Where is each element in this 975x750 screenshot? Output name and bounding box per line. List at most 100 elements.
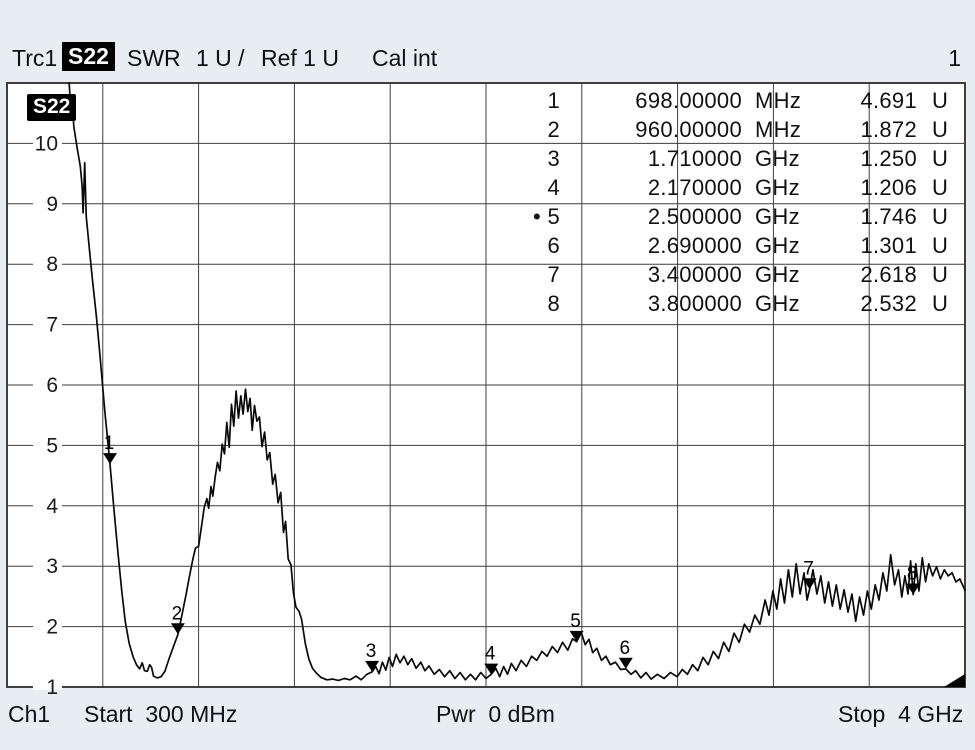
marker-row-value: 1.206 — [860, 175, 917, 200]
sweep-end-indicator-icon — [944, 674, 965, 687]
trace-plot-badge[interactable]: S22 — [27, 94, 77, 121]
marker-row-number: 3 — [547, 146, 560, 171]
marker-table-row: 4 2.170000 GHz 1.206 U — [460, 173, 963, 202]
y-axis-label-backing — [33, 133, 62, 154]
trace-reference-label[interactable]: Ref 1 U — [261, 45, 339, 71]
marker-3-label: 3 — [366, 641, 377, 662]
y-axis-label: 6 — [46, 374, 58, 397]
marker-row-frequency-unit: GHz — [755, 291, 800, 316]
marker-row-frequency: 3.800000 — [647, 291, 742, 316]
marker-row-frequency: 2.170000 — [647, 175, 742, 200]
y-axis-label-backing — [33, 375, 62, 395]
marker-table-row: 6 2.690000 GHz 1.301 U — [460, 231, 963, 260]
marker-table-row: 2 960.00000 MHz 1.872 U — [460, 115, 963, 144]
marker-row-value: 1.746 — [860, 204, 917, 229]
marker-row-value: 2.618 — [860, 262, 917, 287]
marker-row-frequency: 2.690000 — [647, 233, 742, 258]
y-axis-label: 4 — [46, 495, 58, 518]
marker-row-value: 4.691 — [860, 88, 917, 113]
marker-2-triangle-icon[interactable] — [170, 623, 185, 635]
marker-table-row: 8 3.800000 GHz 2.532 U — [460, 289, 963, 318]
y-axis-label: 9 — [46, 193, 58, 216]
marker-row-frequency: 1.710000 — [647, 146, 742, 171]
y-axis-label-backing — [33, 616, 62, 637]
marker-1-label: 1 — [104, 433, 115, 454]
marker-row-frequency: 698.00000 — [635, 88, 742, 113]
marker-row-frequency: 960.00000 — [635, 117, 742, 142]
marker-table-row: 7 3.400000 GHz 2.618 U — [460, 260, 963, 289]
y-axis-label: 8 — [46, 253, 58, 276]
marker-table: 1 698.00000 MHz 4.691 U 2 960.00000 MHz 1.872 U 3 1… — [460, 86, 963, 318]
marker-4-label: 4 — [485, 644, 496, 665]
trace-scale-label[interactable]: 1 U / — [196, 45, 245, 71]
marker-row-frequency: 3.400000 — [647, 262, 742, 287]
y-axis-label-backing — [33, 435, 62, 456]
measured-parameter-badge[interactable]: S22 — [62, 42, 115, 71]
marker-row-frequency: 2.500000 — [647, 204, 742, 229]
marker-6-label: 6 — [620, 638, 631, 659]
marker-row-value-unit: U — [932, 204, 949, 229]
marker-row-frequency-unit: MHz — [755, 117, 802, 142]
marker-row-frequency-unit: GHz — [755, 175, 800, 200]
marker-row-number: 1 — [547, 88, 560, 113]
stop-frequency-label[interactable]: Stop 4 GHz — [838, 701, 964, 727]
start-frequency-label[interactable]: Start 300 MHz — [84, 701, 238, 727]
marker-row-number: 7 — [547, 262, 560, 287]
marker-row-frequency-unit: GHz — [755, 204, 800, 229]
marker-4-triangle-icon[interactable] — [484, 663, 499, 675]
marker-2-label: 2 — [172, 603, 183, 624]
y-axis-label-backing — [33, 193, 62, 214]
marker-row-value: 1.250 — [860, 146, 917, 171]
marker-row-value-unit: U — [932, 175, 949, 200]
marker-row-frequency-unit: GHz — [755, 146, 800, 171]
marker-row-value: 1.872 — [860, 117, 917, 142]
marker-1-triangle-icon[interactable] — [103, 453, 117, 465]
y-axis-label-backing — [33, 556, 62, 577]
y-axis-label: 2 — [46, 616, 58, 639]
marker-row-value: 2.532 — [860, 291, 917, 316]
y-axis-label: 7 — [46, 314, 58, 337]
marker-5-label: 5 — [570, 611, 581, 632]
y-axis-label: 5 — [46, 434, 58, 457]
marker-6-triangle-icon[interactable] — [618, 657, 633, 669]
marker-3-triangle-icon[interactable] — [365, 660, 380, 672]
marker-table-row: • 5 2.500000 GHz 1.746 U — [460, 202, 963, 231]
marker-row-number: 2 — [547, 117, 560, 142]
trace-format-label[interactable]: SWR — [127, 45, 181, 71]
marker-row-value-unit: U — [932, 88, 949, 113]
swr-trace — [68, 82, 966, 682]
marker-row-value: 1.301 — [860, 233, 917, 258]
marker-row-value-unit: U — [932, 233, 949, 258]
channel-label: Ch1 — [8, 701, 51, 727]
marker-row-frequency-unit: MHz — [755, 88, 802, 113]
marker-8-triangle-icon[interactable] — [906, 583, 921, 595]
marker-7-label: 7 — [803, 558, 814, 579]
y-axis-label-backing — [33, 254, 62, 275]
plot-border — [6, 82, 966, 688]
marker-row-value-unit: U — [932, 117, 949, 142]
y-axis-label: 1 — [46, 676, 58, 699]
marker-row-frequency-unit: GHz — [755, 262, 800, 287]
marker-row-value-unit: U — [932, 291, 949, 316]
y-axis-label: 10 — [35, 132, 58, 155]
y-axis-label-backing — [33, 677, 62, 690]
y-axis-label: 3 — [46, 555, 58, 578]
marker-row-value-unit: U — [932, 146, 949, 171]
y-axis-label-backing — [33, 495, 62, 516]
trace-name-label[interactable]: Trc1 — [12, 45, 58, 71]
power-level-label[interactable]: Pwr 0 dBm — [436, 701, 555, 727]
marker-row-frequency-unit: GHz — [755, 233, 800, 258]
marker-row-number: 4 — [547, 175, 560, 200]
calibration-status-label: Cal int — [372, 45, 438, 71]
marker-row-value-unit: U — [932, 262, 949, 287]
marker-table-row: 1 698.00000 MHz 4.691 U — [460, 86, 963, 115]
marker-7-triangle-icon[interactable] — [802, 578, 817, 590]
marker-row-number: • 5 — [533, 204, 560, 229]
marker-table-row: 3 1.710000 GHz 1.250 U — [460, 144, 963, 173]
marker-5-triangle-icon[interactable] — [569, 630, 584, 642]
marker-row-number: 8 — [547, 291, 560, 316]
marker-8-label: 8 — [907, 564, 918, 585]
marker-row-number: 6 — [547, 233, 560, 258]
